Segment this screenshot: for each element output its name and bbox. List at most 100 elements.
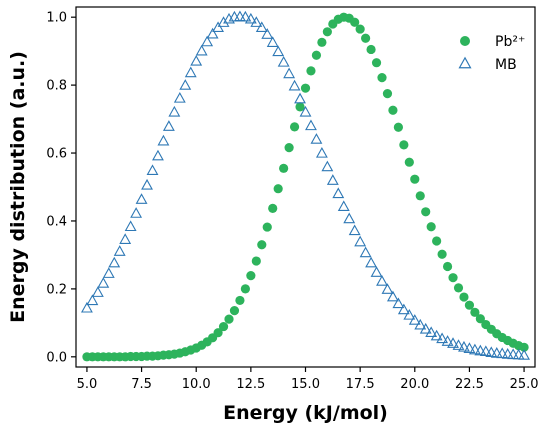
- mb-data-point: [326, 174, 339, 185]
- x-tick-label: 12.5: [236, 377, 265, 392]
- mb-data-point: [485, 346, 498, 358]
- pb-data-point: [295, 102, 305, 112]
- mb-data-point: [403, 309, 416, 320]
- x-axis-ticks: 5.0 7.5 10.0 12.5 15.0 17.5 20.0 22.5 25.0: [77, 367, 539, 392]
- pb-data-point: [432, 236, 442, 246]
- mb-data-point: [255, 21, 268, 33]
- mb-data-point: [496, 347, 509, 359]
- mb-data-point: [113, 245, 126, 256]
- mb-data-point: [261, 28, 274, 39]
- mb-data-point: [501, 348, 514, 359]
- mb-data-point: [152, 149, 164, 161]
- mb-data-point: [272, 45, 285, 57]
- pb-data-point: [213, 328, 223, 338]
- mb-data-point: [447, 337, 459, 348]
- mb-data-point: [365, 256, 378, 268]
- mb-data-point: [173, 91, 186, 103]
- pb-data-point: [251, 256, 261, 266]
- pb-data-point: [442, 261, 453, 272]
- mb-data-point: [359, 246, 372, 258]
- mb-data-point: [244, 12, 257, 24]
- pb-data-point: [470, 307, 480, 317]
- mb-data-point: [468, 343, 481, 355]
- x-tick-label: 20.0: [400, 377, 429, 392]
- mb-data-point: [299, 105, 312, 117]
- mb-data-point: [91, 286, 104, 297]
- mb-data-point: [381, 283, 394, 294]
- pb-data-point: [268, 203, 278, 213]
- mb-data-point: [507, 348, 520, 360]
- mb-data-point: [157, 134, 170, 146]
- mb-data-point: [294, 92, 306, 104]
- pb-data-point: [262, 222, 272, 232]
- pb-data-point: [229, 306, 240, 316]
- mb-data-point: [108, 256, 121, 268]
- mb-data-point: [397, 303, 410, 315]
- mb-data-point: [337, 200, 350, 212]
- mb-data-point: [146, 164, 159, 176]
- pb-data-point: [257, 240, 267, 250]
- mb-data-point: [190, 54, 203, 66]
- mb-data-point: [392, 297, 405, 309]
- x-tick-label: 22.5: [455, 377, 484, 392]
- mb-data-point: [179, 79, 192, 90]
- mb-data-point: [239, 10, 252, 22]
- mb-data-point: [332, 187, 345, 199]
- mb-data-point: [315, 147, 328, 158]
- y-tick-label: 0.2: [46, 282, 67, 297]
- pb-data-point: [437, 249, 447, 259]
- mb-data-point: [124, 220, 137, 232]
- mb-data-point: [162, 120, 175, 131]
- pb-data-point: [311, 50, 322, 60]
- x-tick-label: 15.0: [291, 377, 320, 392]
- pb-data-point: [371, 58, 382, 68]
- mb-data-point: [233, 10, 246, 22]
- pb-data-point: [388, 105, 398, 115]
- legend-label-pb: Pb²⁺: [495, 34, 525, 50]
- x-tick-label: 5.0: [77, 377, 98, 392]
- mb-data-point: [283, 67, 296, 79]
- mb-data-point: [288, 79, 301, 91]
- mb-data-point: [408, 314, 421, 325]
- mb-data-point: [206, 27, 219, 39]
- y-tick-label: 0.0: [46, 350, 67, 365]
- mb-data-point: [386, 290, 399, 302]
- mb-data-point: [458, 340, 470, 352]
- pb-data-point: [459, 292, 469, 302]
- y-tick-label: 0.4: [46, 214, 67, 229]
- mb-data-point: [430, 329, 443, 341]
- pb-data-point: [377, 73, 387, 83]
- mb-data-point: [512, 348, 525, 360]
- mb-data-point: [463, 342, 476, 353]
- mb-data-point: [474, 344, 487, 356]
- mb-data-point: [305, 119, 317, 131]
- pb-data-point: [426, 222, 436, 232]
- mb-data-point: [376, 275, 388, 286]
- mb-data-point: [80, 301, 93, 313]
- y-axis-ticks: 0.0 0.2 0.4 0.6 0.8 1.0: [46, 11, 76, 365]
- legend-marker-mb: [458, 56, 472, 69]
- mb-data-point: [354, 235, 367, 247]
- pb-data-point: [453, 283, 464, 293]
- pb-data-point: [235, 295, 245, 306]
- mb-data-point: [168, 105, 181, 117]
- mb-data-point: [490, 347, 503, 358]
- mb-data-point: [223, 12, 235, 24]
- x-tick-label: 25.0: [510, 377, 539, 392]
- pb-data-point: [415, 191, 425, 201]
- mb-data-point: [201, 35, 214, 47]
- mb-data-point: [414, 318, 427, 330]
- mb-data-point: [419, 322, 432, 334]
- mb-data-point: [250, 16, 263, 27]
- mb-data-point: [97, 277, 110, 288]
- pb-data-point: [224, 314, 234, 324]
- mb-data-point: [436, 332, 449, 344]
- pb-data-point: [382, 89, 393, 99]
- mb-data-point: [441, 335, 454, 346]
- pb-data-point: [279, 163, 289, 173]
- mb-data-point: [310, 133, 323, 144]
- pb-data-point: [366, 44, 376, 55]
- mb-data-point: [86, 294, 99, 306]
- pb-data-point: [475, 314, 485, 324]
